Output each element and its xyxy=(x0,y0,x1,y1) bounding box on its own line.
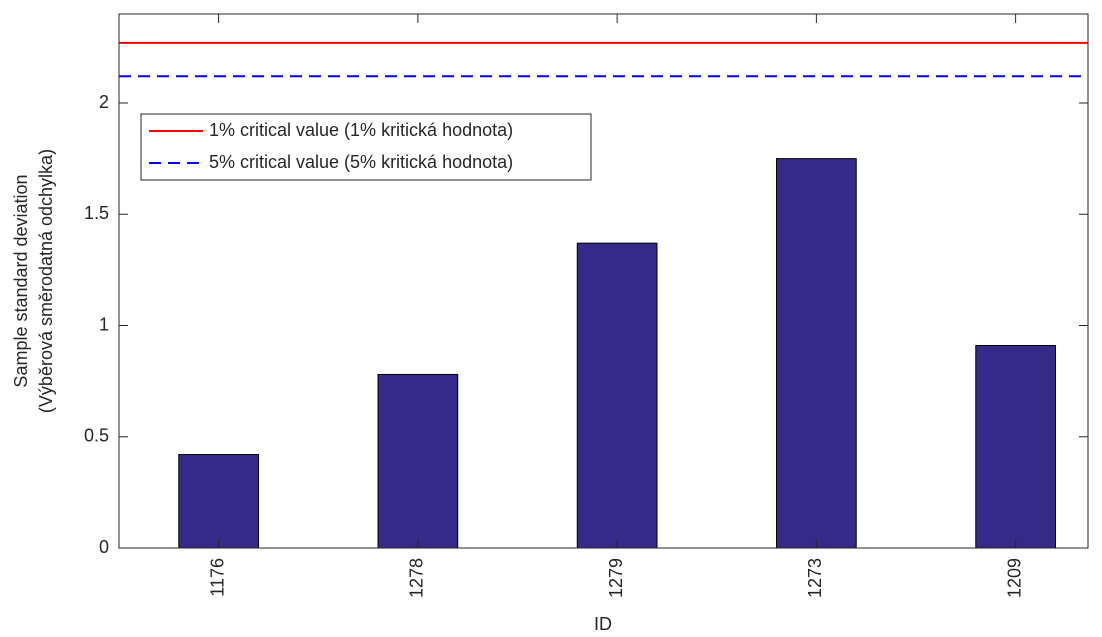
y-tick-label: 0.5 xyxy=(84,426,109,446)
x-axis-label: ID xyxy=(594,614,612,634)
legend-label: 1% critical value (1% kritická hodnota) xyxy=(209,120,513,140)
bar xyxy=(377,373,459,549)
x-tick-label: 1278 xyxy=(407,558,427,598)
y-tick-label: 2 xyxy=(99,92,109,112)
y-axis-label: (Výběrová směrodatná odchylka) xyxy=(36,149,56,413)
bar xyxy=(776,158,857,549)
y-tick-label: 1 xyxy=(99,314,109,334)
y-tick-label: 1.5 xyxy=(84,203,109,223)
x-tick-label: 1176 xyxy=(207,558,227,597)
x-tick-label: 1209 xyxy=(1004,558,1024,598)
legend-label: 5% critical value (5% kritická hodnota) xyxy=(209,152,513,172)
legend-box xyxy=(140,113,592,181)
x-tick-label: 1273 xyxy=(805,558,825,598)
bar xyxy=(576,242,658,549)
bar xyxy=(178,454,259,549)
axes-box xyxy=(118,13,1089,549)
x-tick-label: 1279 xyxy=(606,558,626,598)
y-tick-label: 0 xyxy=(99,537,109,557)
bar xyxy=(975,345,1056,549)
y-axis-label: Sample standard deviation xyxy=(11,174,31,387)
